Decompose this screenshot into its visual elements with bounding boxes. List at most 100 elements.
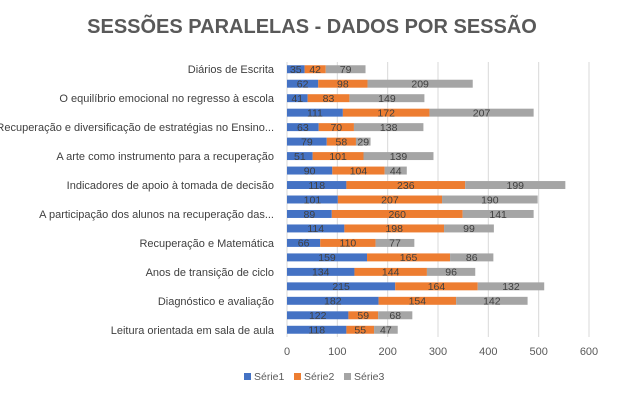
x-tick-label: 100 [328,346,346,358]
bar-segment [287,325,347,334]
bar-segment [426,267,476,276]
data-label: 90 [304,165,316,177]
data-label: 70 [330,122,342,134]
data-label: 89 [304,209,316,221]
legend: Série1 Série2 Série3 [244,371,385,383]
data-label: 110 [340,238,357,250]
legend-swatch [344,373,351,380]
data-label: 198 [385,223,403,235]
data-label: 47 [380,325,392,337]
bar-segment [378,311,413,320]
data-label: 122 [309,310,327,322]
bar-segment [318,79,368,88]
category-label: Recuperação e diversificação de estratég… [0,122,274,134]
bar-segment [307,94,350,103]
data-label: 164 [428,281,446,293]
data-label: 144 [382,267,400,279]
data-label: 260 [388,209,406,221]
data-label: 79 [301,136,313,148]
category-label: Recuperação e Matemática [139,238,274,250]
bar-segment [346,325,375,334]
data-label: 142 [483,296,501,308]
bar-segment [465,181,566,190]
data-label: 134 [312,267,330,279]
x-tick-label: 300 [429,346,447,358]
bar-segment [287,267,355,276]
bar-segment [337,195,443,204]
bar-segment [312,152,364,161]
category-label: Indicadores de apoio à tomada de decisão [67,180,274,192]
data-label: 58 [336,136,348,148]
category-label: A arte como instrumento para a recuperaç… [56,151,274,163]
category-label: Anos de transição de ciclo [146,267,274,279]
bar-segment [287,94,308,103]
bar-segment [374,325,398,334]
category-label: Leitura orientada em sala de aula [111,325,275,337]
bar-segment [318,123,354,132]
legend-swatch [294,373,301,380]
bar-segment [331,209,463,218]
bar-segment [287,209,332,218]
data-label: 44 [390,165,402,177]
bar-segment [367,79,473,88]
bar-segment [325,65,366,74]
data-labels: 118 55 47 122 59 68 182 154 142 215 164 132 134 144 96… [290,64,524,337]
data-label: 101 [329,151,347,163]
data-label: 209 [411,79,429,91]
data-label: 62 [297,79,309,91]
legend-swatch [244,373,251,380]
bar-segment [353,123,424,132]
data-label: 41 [291,93,303,105]
data-label: 55 [354,325,366,337]
bar-segment [287,166,333,175]
bar-segment [332,166,385,175]
bar-segment [287,195,338,204]
data-label: 79 [340,64,352,76]
x-tick-label: 0 [284,346,290,358]
category-label: A participação dos alunos na recuperação… [39,209,274,221]
bar-segment [342,108,430,117]
bar-segment [363,152,434,161]
data-label: 98 [337,79,349,91]
data-label: 139 [390,151,408,163]
data-label: 101 [304,194,322,206]
x-tick-label: 500 [529,346,547,358]
bar-segment [444,224,494,233]
data-label: 68 [389,310,401,322]
data-label: 141 [489,209,507,221]
category-labels: Leitura orientada em sala de aula Diagnós… [0,64,275,337]
data-label: 118 [308,180,325,192]
data-label: 63 [297,122,309,134]
bar-segment [287,65,305,74]
legend-label: Série3 [354,371,385,383]
category-label: Diagnóstico e avaliação [158,296,274,308]
data-label: 29 [357,136,369,148]
data-label: 165 [400,252,418,264]
bar-segment [375,238,415,247]
data-label: 111 [307,107,323,119]
bar-segment [287,311,349,320]
data-label: 154 [409,296,427,308]
data-label: 114 [307,223,324,235]
data-label: 51 [294,151,306,163]
bar-segment [348,311,379,320]
data-label: 35 [290,64,302,76]
bar-segment [367,253,451,262]
x-tick-label: 200 [378,346,396,358]
data-label: 159 [318,252,336,264]
data-label: 236 [397,180,415,192]
data-label: 215 [332,281,350,293]
bar-segment [442,195,538,204]
data-label: 104 [350,165,368,177]
bar-segment [395,282,478,291]
legend-label: Série2 [304,371,335,383]
data-label: 207 [381,194,399,206]
data-label: 149 [378,93,396,105]
data-label: 77 [389,238,401,250]
data-label: 172 [377,107,395,119]
category-label: O equilíbrio emocional no regresso à esc… [59,93,275,105]
bar-segment [354,267,427,276]
bar-segment [287,79,319,88]
bar-segment [287,108,343,117]
